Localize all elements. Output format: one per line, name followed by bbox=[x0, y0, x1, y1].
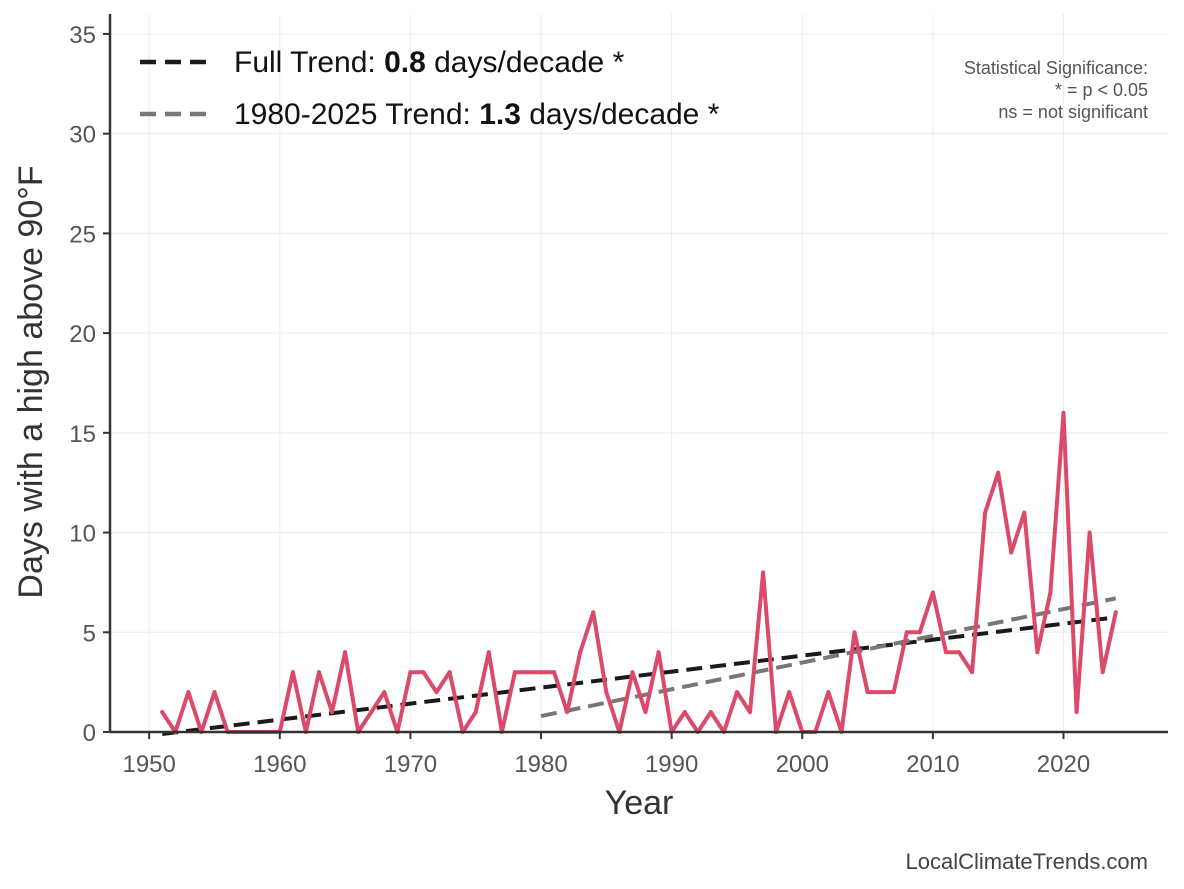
data-point bbox=[525, 670, 530, 675]
data-point bbox=[212, 690, 217, 695]
significance-line-1: * = p < 0.05 bbox=[1055, 80, 1148, 100]
x-tick-label: 1960 bbox=[253, 751, 306, 778]
data-point bbox=[316, 670, 321, 675]
data-point bbox=[473, 710, 478, 715]
y-tick-label: 25 bbox=[69, 221, 96, 248]
y-tick-label: 5 bbox=[83, 620, 96, 647]
data-point bbox=[917, 630, 922, 635]
data-point bbox=[160, 710, 165, 715]
data-point bbox=[643, 710, 648, 715]
data-point bbox=[970, 670, 975, 675]
data-point bbox=[787, 690, 792, 695]
x-tick-label: 2000 bbox=[776, 751, 829, 778]
data-point bbox=[865, 690, 870, 695]
data-point bbox=[682, 710, 687, 715]
data-point bbox=[330, 710, 335, 715]
legend-label: 1980-2025 Trend: bbox=[234, 98, 479, 131]
data-point bbox=[591, 610, 596, 615]
y-tick-label: 30 bbox=[69, 122, 96, 149]
data-point bbox=[748, 710, 753, 715]
data-point bbox=[421, 670, 426, 675]
data-point bbox=[434, 690, 439, 695]
y-tick-label: 20 bbox=[69, 321, 96, 348]
legend-entry-2: 1980-2025 Trend: 1.3 days/decade * bbox=[234, 98, 720, 131]
legend-value: 1.3 bbox=[479, 98, 521, 131]
data-point bbox=[408, 670, 413, 675]
data-point bbox=[1061, 410, 1066, 415]
data-point bbox=[447, 670, 452, 675]
data-point bbox=[852, 630, 857, 635]
legend-label: Full Trend: bbox=[234, 46, 384, 79]
data-point bbox=[1009, 550, 1014, 555]
legend-value: 0.8 bbox=[384, 46, 426, 79]
data-point bbox=[943, 650, 948, 655]
data-point bbox=[1113, 610, 1118, 615]
data-point bbox=[1087, 530, 1092, 535]
x-tick-label: 2010 bbox=[906, 751, 959, 778]
significance-note: Statistical Significance: * = p < 0.05 n… bbox=[964, 58, 1148, 122]
data-point bbox=[761, 570, 766, 575]
series bbox=[160, 410, 1118, 734]
y-tick-label: 10 bbox=[69, 521, 96, 548]
legend-entry-1: Full Trend: 0.8 days/decade * bbox=[234, 46, 625, 79]
data-point bbox=[957, 650, 962, 655]
data-point bbox=[630, 670, 635, 675]
x-tick-label: 1950 bbox=[122, 751, 175, 778]
data-point bbox=[382, 690, 387, 695]
grid bbox=[110, 14, 1168, 733]
legend: Full Trend: 0.8 days/decade *1980-2025 T… bbox=[140, 46, 720, 131]
y-tick-label: 15 bbox=[69, 421, 96, 448]
x-tick-label: 1980 bbox=[514, 751, 567, 778]
data-point bbox=[486, 650, 491, 655]
data-point bbox=[983, 510, 988, 515]
legend-unit: days/decade * bbox=[426, 46, 625, 79]
data-point bbox=[186, 690, 191, 695]
data-point bbox=[290, 670, 295, 675]
data-point bbox=[552, 670, 557, 675]
data-point bbox=[512, 670, 517, 675]
significance-line-2: ns = not significant bbox=[998, 102, 1148, 122]
data-point bbox=[343, 650, 348, 655]
data-point bbox=[996, 470, 1001, 475]
data-point bbox=[891, 690, 896, 695]
series-line-1 bbox=[160, 410, 1118, 734]
x-tick-label: 1990 bbox=[645, 751, 698, 778]
y-axis-title: Days with a high above 90°F bbox=[12, 165, 50, 598]
data-point bbox=[1035, 650, 1040, 655]
data-point bbox=[656, 650, 661, 655]
data-point bbox=[826, 690, 831, 695]
x-axis-title: Year bbox=[605, 784, 674, 822]
data-point bbox=[1074, 710, 1079, 715]
data-point bbox=[708, 710, 713, 715]
trend-lines bbox=[162, 596, 1117, 736]
data-point bbox=[878, 690, 883, 695]
significance-title: Statistical Significance: bbox=[964, 58, 1148, 78]
ticks: 1950 1960 1970 1980 1990 2000 2010 2020 0 5 10 15 20… bbox=[69, 22, 1090, 778]
data-point bbox=[1048, 590, 1053, 595]
trend-line-2 bbox=[540, 596, 1117, 719]
y-tick-label: 0 bbox=[83, 720, 96, 747]
footer-source: LocalClimateTrends.com bbox=[906, 849, 1149, 874]
data-point bbox=[369, 710, 374, 715]
data-point bbox=[1100, 670, 1105, 675]
trend-line-1 bbox=[162, 615, 1116, 736]
data-point bbox=[904, 630, 909, 635]
data-point bbox=[734, 690, 739, 695]
x-tick-label: 2020 bbox=[1037, 751, 1090, 778]
data-point bbox=[539, 670, 544, 675]
data-point bbox=[565, 710, 570, 715]
data-point bbox=[578, 650, 583, 655]
legend-unit: days/decade * bbox=[521, 98, 720, 131]
y-tick-label: 35 bbox=[69, 22, 96, 49]
data-point bbox=[1022, 510, 1027, 515]
data-point bbox=[930, 590, 935, 595]
data-point bbox=[604, 690, 609, 695]
x-tick-label: 1970 bbox=[384, 751, 437, 778]
